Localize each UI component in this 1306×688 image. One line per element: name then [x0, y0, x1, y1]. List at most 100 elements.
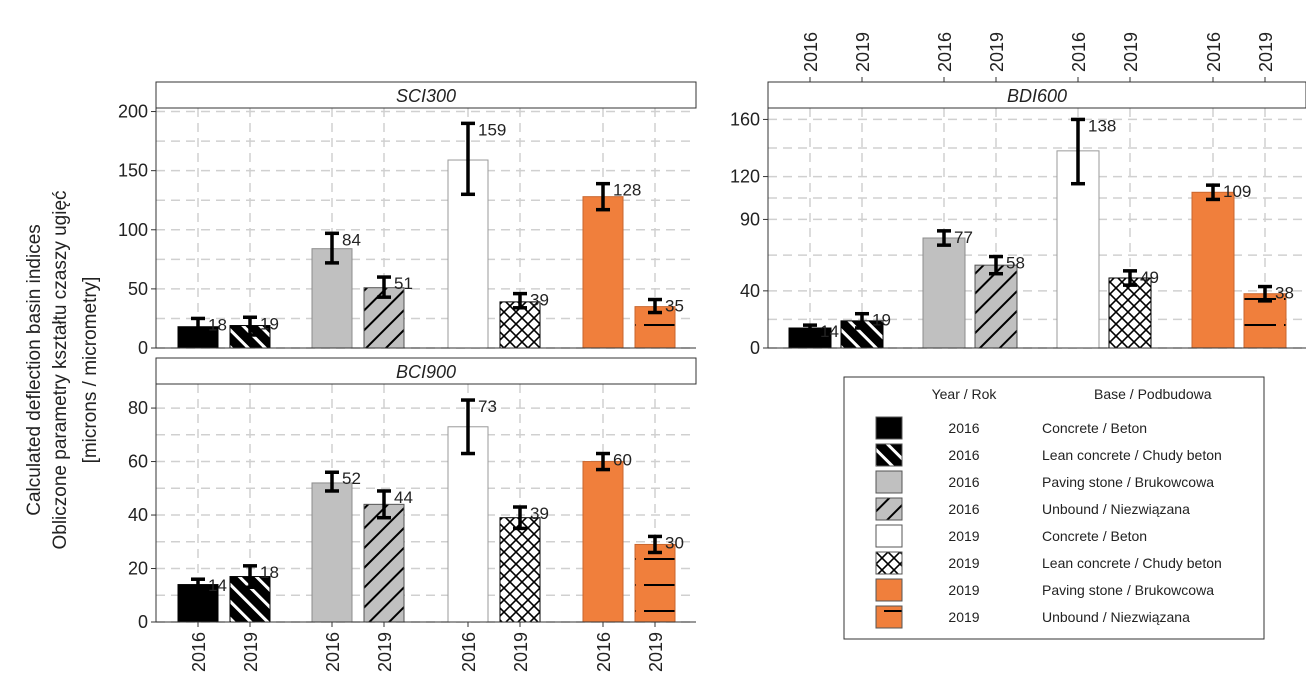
data-label: 19 [872, 311, 891, 330]
x-tick-label: 2019 [987, 32, 1007, 72]
x-tick-label: 2019 [646, 632, 666, 672]
x-tick-label: 2016 [935, 32, 955, 72]
error-bar [648, 534, 662, 555]
panel-1: BCI900 14 18 52 44 73 39 60 30 0 20 40 60 80 2016 2019 2… [128, 357, 697, 672]
x-tick-label: 2019 [853, 32, 873, 72]
legend-base-header: Base / Podbudowa [1094, 386, 1212, 402]
data-label: 84 [342, 230, 361, 249]
error-bar [377, 275, 391, 299]
legend-base: Paving stone / Brukowcowa [1042, 474, 1214, 490]
panel-title: BDI600 [1007, 86, 1067, 106]
data-label: 109 [1223, 182, 1251, 201]
y-tick-label: 50 [128, 279, 148, 299]
data-label: 39 [530, 504, 549, 523]
bar [447, 426, 489, 623]
y-tick-label: 20 [128, 559, 148, 579]
x-tick-label: 2016 [189, 632, 209, 672]
bar [634, 543, 676, 623]
data-label: 30 [665, 533, 684, 552]
y-tick-label: 150 [118, 161, 148, 181]
error-bar [648, 297, 662, 315]
data-label: 73 [478, 397, 497, 416]
legend-item: 2019 Concrete / Beton [875, 524, 1147, 548]
legend-items: 2016 Concrete / Beton 2016 Lean concrete / … [875, 416, 1222, 629]
legend-base: Paving stone / Brukowcowa [1042, 582, 1214, 598]
error-bar [596, 451, 610, 472]
data-label: 44 [394, 488, 413, 507]
x-tick-label: 2016 [459, 632, 479, 672]
legend-base: Concrete / Beton [1042, 420, 1147, 436]
legend-item: 2016 Lean concrete / Chudy beton [875, 443, 1222, 467]
y-tick-label: 60 [128, 452, 148, 472]
error-bar [1258, 284, 1272, 303]
y-tick-label: 0 [138, 338, 148, 358]
bar [922, 237, 966, 349]
error-bar [325, 231, 339, 265]
bar [363, 503, 405, 623]
legend-base: Lean concrete / Chudy beton [1042, 447, 1222, 463]
y-tick-label: 0 [750, 338, 760, 358]
panel-title: BCI900 [396, 362, 456, 382]
y-tick-label: 160 [730, 109, 760, 129]
data-label: 39 [530, 291, 549, 310]
y-axis-label-line-1: Calculated deflection basin indices [24, 224, 45, 516]
panel-title-strip [155, 81, 697, 109]
legend-box [843, 376, 1265, 640]
legend-year: 2016 [948, 501, 979, 517]
legend-year: 2016 [948, 420, 979, 436]
legend-year-header: Year / Rok [932, 386, 998, 402]
legend-swatch [875, 605, 903, 629]
error-bar [325, 470, 339, 493]
error-bar [1206, 183, 1220, 202]
legend-base: Unbound / Niezwiązana [1042, 501, 1190, 517]
y-axis-label: Calculated deflection basin indices Obli… [24, 190, 101, 549]
legend-swatch [875, 524, 903, 548]
legend-swatch [875, 443, 903, 467]
error-bar [513, 291, 527, 310]
x-tick-label: 2016 [323, 632, 343, 672]
y-tick-label: 120 [730, 167, 760, 187]
legend-year: 2019 [948, 582, 979, 598]
panel-title-strip [767, 81, 1306, 109]
error-bar [803, 323, 817, 333]
bar [311, 482, 353, 623]
x-tick-label: 2016 [594, 632, 614, 672]
legend-year: 2019 [948, 555, 979, 571]
data-label: 49 [1140, 268, 1159, 287]
data-label: 38 [1275, 284, 1294, 303]
error-bar [461, 121, 475, 197]
legend-item: 2016 Concrete / Beton [875, 416, 1147, 440]
legend: Year / Rok Base / Podbudowa 2016 Concrete… [843, 376, 1265, 640]
legend-item: 2019 Lean concrete / Chudy beton [875, 551, 1222, 575]
y-tick-label: 40 [128, 505, 148, 525]
data-label: 35 [665, 297, 684, 316]
data-label: 14 [820, 322, 839, 341]
legend-item: 2019 Unbound / Niezwiązana [875, 605, 1190, 629]
y-tick-label: 0 [138, 612, 148, 632]
error-bar [596, 181, 610, 212]
panel-2: BDI600 14 19 77 58 138 49 109 38 0 40 90 120 160 2016 2… [730, 32, 1306, 358]
error-bar [855, 311, 869, 330]
x-tick-label: 2019 [375, 632, 395, 672]
legend-item: 2019 Paving stone / Brukowcowa [875, 578, 1214, 602]
legend-item: 2016 Unbound / Niezwiązana [875, 497, 1190, 521]
data-label: 128 [613, 181, 641, 200]
y-axis-label-line-3: [microns / micrometry] [80, 277, 101, 464]
data-label: 18 [260, 563, 279, 582]
error-bar [377, 489, 391, 520]
y-tick-label: 100 [118, 220, 148, 240]
data-label: 51 [394, 274, 413, 293]
x-tick-label: 2016 [801, 32, 821, 72]
panel-title: SCI300 [396, 86, 456, 106]
bar [1108, 277, 1152, 349]
legend-swatch [875, 470, 903, 494]
error-bar [461, 398, 475, 456]
panel-title-strip [155, 357, 697, 385]
legend-year: 2016 [948, 447, 979, 463]
bar [582, 461, 624, 623]
legend-swatch [875, 578, 903, 602]
legend-base: Concrete / Beton [1042, 528, 1147, 544]
legend-item: 2016 Paving stone / Brukowcowa [875, 470, 1214, 494]
legend-year: 2019 [948, 528, 979, 544]
error-bar [513, 505, 527, 531]
